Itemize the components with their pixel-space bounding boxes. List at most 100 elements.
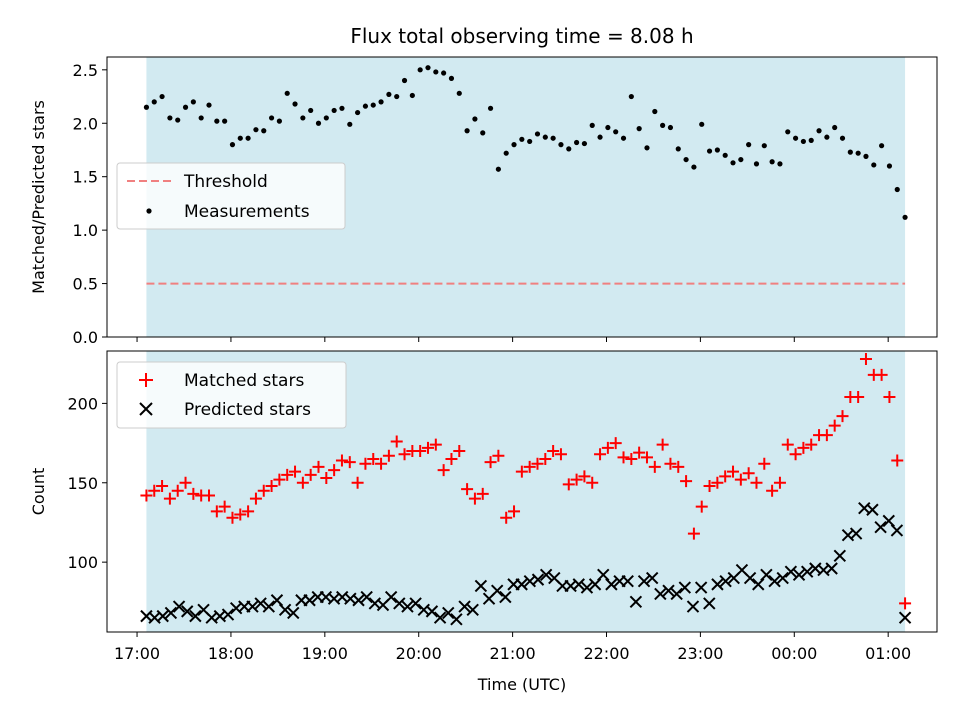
measurement-point: [300, 115, 306, 121]
measurement-point: [628, 93, 634, 100]
measurement-point: [542, 134, 548, 140]
predicted-star-point: [384, 590, 398, 604]
predicted-star-point: [874, 521, 887, 534]
predicted-star-point: [572, 578, 585, 591]
measurement-point: [409, 92, 415, 99]
matched-star-point: [140, 489, 153, 502]
predicted-star-point: [409, 597, 422, 610]
measurement-point: [714, 147, 720, 153]
measurement-point: [816, 128, 822, 134]
matched-star-point: [586, 476, 599, 489]
measurement-point: [871, 162, 877, 168]
bottom-panel-ylabel: Count: [29, 468, 48, 516]
y-tick-label: 0.0: [73, 328, 98, 347]
matched-star-point: [453, 445, 466, 458]
predicted-star-point: [278, 603, 292, 616]
measurement-point: [401, 77, 408, 84]
measurement-point: [738, 156, 744, 163]
measurement-point: [339, 105, 345, 111]
matched-star-point: [523, 460, 536, 473]
measurement-point: [894, 186, 900, 193]
measurement-point: [839, 135, 846, 141]
measurement-point: [284, 90, 290, 96]
predicted-star-point: [425, 605, 439, 618]
measurement-point: [722, 152, 728, 158]
measurement-point: [503, 150, 509, 156]
matched-star-point: [171, 484, 184, 497]
matched-star-point: [601, 441, 614, 454]
predicted-star-point: [189, 609, 202, 623]
measurement-point: [699, 121, 705, 127]
measurement-point: [753, 161, 760, 167]
measurement-point: [792, 135, 799, 141]
matched-star-point: [257, 484, 270, 497]
matched-star-point: [899, 597, 912, 610]
predicted-star-point: [605, 578, 618, 591]
measurement-point: [245, 135, 251, 141]
measurement-point: [151, 99, 157, 105]
measurement-point: [370, 102, 376, 108]
measurement-point: [581, 140, 588, 147]
matched-star-point: [531, 457, 544, 470]
predicted-star-point: [678, 581, 692, 594]
top-panel-ylabel: Matched/Predicted stars: [29, 100, 48, 294]
predicted-star-point: [776, 571, 789, 585]
matched-star-point: [539, 452, 552, 465]
matched-star-point: [711, 476, 724, 489]
y-tick-label: 200: [67, 394, 98, 413]
bottom-panel-legend: Matched stars Predicted stars: [116, 361, 347, 429]
matched-star-point: [203, 489, 216, 502]
predicted-star-point: [686, 600, 700, 613]
measurement-point: [347, 121, 353, 127]
measurement-point: [855, 150, 861, 156]
matched-star-point: [773, 476, 786, 489]
matched-star-point: [351, 476, 364, 489]
measurement-point: [777, 161, 783, 167]
measurement-point: [276, 118, 282, 124]
measurement-point: [417, 67, 423, 73]
matched-star-point: [304, 468, 317, 481]
x-axis-label: Time (UTC): [477, 675, 566, 694]
matched-star-point: [500, 511, 513, 524]
matched-star-point: [758, 457, 771, 470]
matched-star-point: [648, 460, 661, 473]
matched-star-point: [437, 464, 450, 477]
matched-star-point: [852, 391, 865, 404]
predicted-star-point: [474, 579, 488, 593]
measurement-point: [355, 109, 361, 116]
top-panel: 0.0 0.5 1.0 1.5 2.0 2.5 Matched/Predicted sta…: [29, 56, 938, 347]
measurement-point: [433, 69, 439, 75]
measurement-point: [800, 138, 807, 145]
matched-star-point: [179, 476, 192, 489]
matched-star-point: [875, 368, 888, 381]
top-panel-x-ticks: [136, 337, 889, 342]
measurement-point: [644, 145, 650, 151]
matched-star-point: [820, 429, 833, 442]
predicted-star-point: [221, 608, 235, 621]
matched-star-point: [664, 457, 677, 470]
matched-star-point: [836, 410, 849, 423]
matched-star-point: [547, 445, 560, 458]
matched-star-point: [750, 476, 763, 489]
predicted-star-point: [711, 578, 724, 591]
measurement-point: [519, 136, 525, 142]
matched-star-point: [375, 457, 388, 470]
predicted-star-point: [442, 606, 455, 620]
measurement-point: [886, 163, 893, 169]
matched-star-point: [828, 419, 841, 432]
matched-star-point: [367, 452, 380, 465]
predicted-star-point: [654, 587, 667, 601]
chart-title: Flux total observing time = 8.08 h: [350, 24, 693, 48]
bottom-panel: 100 150 200 17:00 18:00 19:00 20:00 21:00 22:00…: [29, 350, 938, 663]
measurement-point: [769, 159, 775, 165]
predicted-star-point: [890, 524, 904, 537]
matched-star-point: [468, 492, 481, 505]
x-tick-label: 00:00: [771, 644, 817, 663]
measurement-point: [597, 134, 603, 140]
matched-star-point: [476, 487, 489, 500]
predicted-star-point: [792, 568, 806, 582]
measurement-point: [566, 146, 572, 152]
measurement-point: [534, 131, 541, 137]
matched-star-point: [335, 454, 348, 467]
matched-star-point: [218, 500, 231, 513]
